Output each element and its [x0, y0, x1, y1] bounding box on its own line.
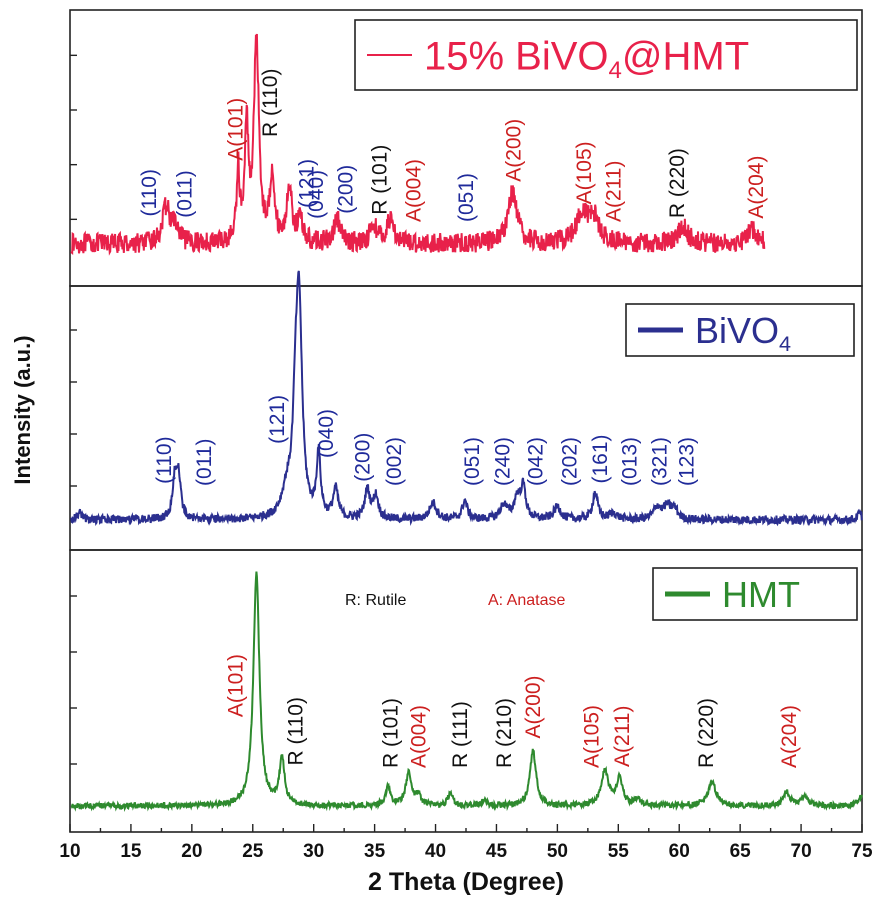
peak-label: (013) [618, 437, 641, 486]
peak-label: A(004) [408, 705, 431, 768]
peak-label: R (101) [380, 698, 403, 768]
key-rutile: R: Rutile [345, 592, 406, 609]
peak-label: (002) [383, 437, 406, 486]
peak-label: (110) [138, 169, 161, 216]
peak-label: (123) [676, 437, 699, 486]
peak-label: A(211) [611, 706, 634, 767]
peak-label: R (101) [369, 145, 392, 215]
pattern-line [70, 571, 863, 812]
x-tick-label: 25 [242, 841, 264, 862]
panel-3: A(101) R (110) R (101) A(004) R (111) R (210)… [69, 549, 863, 833]
peak-label: (161) [589, 434, 612, 483]
x-tick-label: 30 [303, 841, 324, 862]
x-tick-label: 45 [486, 841, 508, 862]
peak-label: R (220) [666, 148, 689, 218]
peak-label: (200) [351, 433, 374, 482]
peak-label: (240) [492, 437, 515, 486]
peak-label: A(200) [522, 675, 545, 738]
x-tick-label: 40 [425, 841, 446, 862]
peak-label: A(004) [403, 159, 426, 222]
legend-2: BiVO4 [625, 303, 855, 357]
peak-label: R (210) [493, 698, 516, 768]
peak-label: A(211) [602, 161, 625, 222]
x-tick-label: 15 [120, 841, 142, 862]
peak-label: (202) [559, 437, 582, 486]
legend-label: BiVO4 [695, 310, 791, 356]
peak-label: R (111) [449, 701, 472, 768]
peak-labels: A(101) R (110) R (101) A(004) R (111) R (210)… [225, 654, 801, 768]
peak-label: R (220) [695, 698, 718, 768]
x-tick-label: 65 [730, 841, 752, 862]
peak-label: R (110) [284, 697, 307, 765]
legend-3: HMT [652, 567, 858, 621]
x-axis: 10 15 20 25 30 35 40 45 50 55 60 65 70 75 [59, 824, 873, 862]
x-tick-label: 60 [669, 841, 690, 862]
peak-label: (011) [193, 439, 216, 486]
key-anatase: A: Anatase [488, 592, 565, 609]
peak-label: (121) [295, 159, 318, 208]
peak-label: A(204) [778, 705, 801, 768]
peak-label: (051) [455, 173, 478, 222]
legend-label: HMT [722, 574, 800, 615]
peak-label: (040) [305, 170, 328, 219]
x-tick-label: 55 [608, 841, 630, 862]
x-tick-label: 50 [547, 841, 568, 862]
peak-label: (321) [649, 437, 672, 486]
peak-label: A(105) [581, 705, 604, 768]
peak-label: A(204) [745, 156, 768, 219]
peak-label: (011) [174, 170, 197, 217]
peak-label: (110) [153, 436, 176, 483]
peak-label: A(200) [503, 119, 526, 182]
x-axis-title: 2 Theta (Degree) [368, 868, 564, 896]
x-tick-label: 70 [791, 841, 812, 862]
peak-label: (051) [461, 437, 484, 486]
peak-labels: (110) (011) A(101) R (110) (121)(040) (200) R … [138, 69, 768, 222]
x-tick-label: 10 [59, 841, 80, 862]
x-tick-label: 20 [181, 841, 202, 862]
peak-label: (121) [266, 395, 289, 444]
peak-label: (042) [525, 437, 548, 486]
pattern-line [70, 33, 766, 256]
peak-labels: (110) (011) (121) (040) (200) (002) (051) (240)… [153, 395, 699, 486]
peak-label: (040) [315, 409, 338, 458]
legend-box [354, 19, 858, 91]
legend-label: 15% BiVO4@HMT [424, 34, 749, 84]
x-tick-label: 75 [851, 841, 873, 862]
legend-1: 15% BiVO4@HMT [354, 19, 858, 91]
peak-label: R (110) [259, 69, 282, 137]
peak-label: A(105) [573, 141, 596, 204]
panel-2: (110) (011) (121) (040) (200) (002) (051) (240)… [69, 270, 863, 551]
peak-label: A(101) [225, 98, 248, 161]
pattern-line [70, 270, 863, 527]
peak-label: A(101) [225, 654, 248, 717]
x-tick-label: 35 [364, 841, 386, 862]
panel-1: (110) (011) A(101) R (110) (121)(040) (200) R … [69, 9, 863, 287]
y-axis-title: Intensity (a.u.) [10, 335, 35, 484]
peak-label: (200) [334, 165, 357, 214]
chart-panels: (110) (011)A(101) R (110)(121)(040) (200) R … [69, 9, 863, 833]
